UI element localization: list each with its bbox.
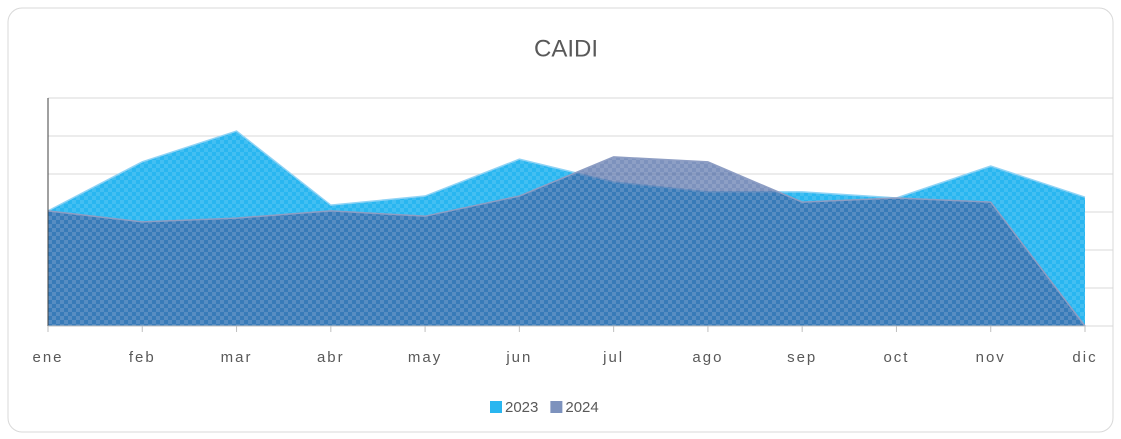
x-tick-label: jul [602, 349, 624, 366]
x-tick-label: oct [883, 349, 909, 366]
x-tick-label: ene [32, 349, 63, 366]
x-tick-label: may [408, 349, 442, 366]
legend-label: 2023 [505, 399, 538, 416]
x-tick-label: jun [505, 349, 532, 366]
x-tick-label: ago [692, 349, 723, 366]
legend-swatch [490, 401, 502, 413]
legend-label: 2024 [565, 399, 598, 416]
legend-swatch [550, 401, 563, 413]
x-tick-label: dic [1072, 349, 1097, 366]
x-tick-label: feb [129, 349, 156, 366]
x-tick-label: mar [221, 349, 253, 366]
area-edge [47, 130, 1086, 212]
area-edge [47, 156, 1086, 327]
x-tick-label: nov [976, 349, 1006, 366]
area-texture [48, 156, 1085, 326]
x-tick-label: sep [787, 349, 817, 366]
x-tick-label: abr [317, 349, 345, 366]
chart-title: CAIDI [534, 35, 598, 62]
